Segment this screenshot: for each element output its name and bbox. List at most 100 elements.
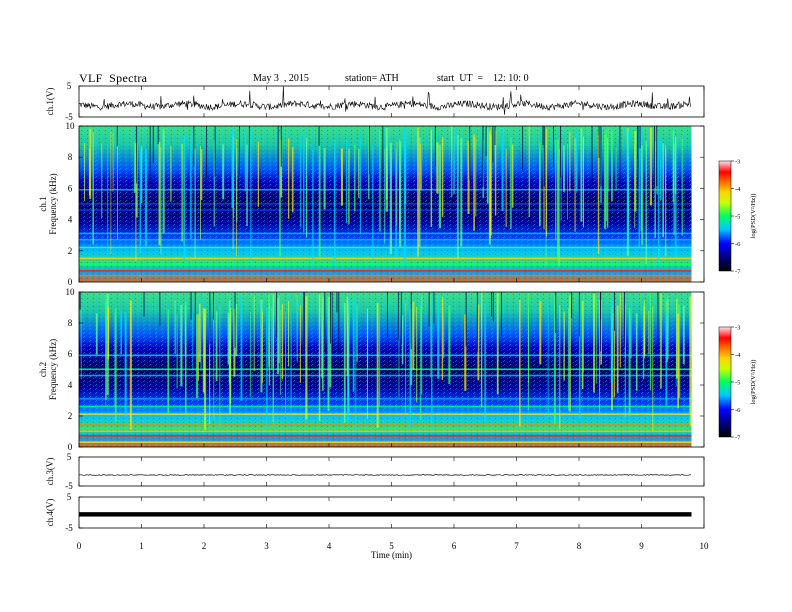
spectrogram-spike-ch1-spectrogram-129	[675, 136, 677, 195]
colorbar-label-ch1-spectrogram: log(PSD(V²/Hz))	[750, 194, 757, 239]
spectrogram-spike-ch1-spectrogram-103	[288, 138, 290, 219]
spectrogram-spike-ch1-spectrogram-29	[563, 145, 565, 192]
spectrogram-spike-ch2-spectrogram-54	[167, 309, 170, 414]
spectrogram-spike-ch1-spectrogram-23	[638, 133, 640, 248]
spectrogram-spike-ch2-spectrogram-108	[559, 305, 561, 430]
xtick-9: 9	[639, 541, 644, 551]
spectrogram-spike-ch1-spectrogram-34	[318, 144, 321, 257]
spectrogram-streak-ch1-spectrogram-5	[637, 126, 638, 160]
colorbar-tick-ch2-spectrogram-0: -3	[735, 325, 740, 332]
spectrogram-spike-ch2-spectrogram-61	[356, 305, 358, 362]
spectrogram-spike-ch2-spectrogram-84	[185, 301, 187, 415]
spectrogram-spike-ch1-spectrogram-17	[200, 145, 201, 240]
spectrogram-spike-ch1-spectrogram-56	[385, 127, 388, 212]
spectrogram-spike-ch1-spectrogram-74	[190, 134, 192, 240]
spectrogram-streak-ch2-spectrogram-33	[555, 292, 557, 333]
spectrogram-spike-ch1-spectrogram-19	[395, 149, 397, 258]
colorbar-tick-ch1-spectrogram-2: -5	[735, 214, 740, 221]
spectrogram-spike-ch1-spectrogram-58	[280, 139, 283, 198]
spectrogram-spike-ch2-spectrogram-52	[600, 299, 602, 365]
spectrogram-spike-ch1-spectrogram-98	[107, 144, 109, 257]
spectrogram-spike-ch1-spectrogram-106	[139, 148, 141, 254]
spectrogram-streak-ch2-spectrogram-29	[234, 292, 236, 349]
spectrogram-spike-ch2-spectrogram-40	[129, 300, 132, 430]
spectrogram-spike-ch2-spectrogram-78	[464, 314, 467, 391]
spectrogram-spike-ch2-spectrogram-66	[280, 309, 282, 395]
xtick-0: 0	[77, 541, 82, 551]
colorbar-tick-ch1-spectrogram-1: -4	[735, 186, 741, 193]
spectrogram-streak-ch1-spectrogram-23	[654, 126, 655, 189]
spectrogram-spike-ch2-spectrogram-57	[568, 308, 569, 411]
spectrogram-spike-ch2-spectrogram-75	[204, 308, 207, 430]
spectrogram-spike-ch2-spectrogram-114	[481, 292, 483, 408]
spectrogram-spike-ch2-spectrogram-28	[240, 295, 243, 401]
spectrogram-band-ch2-spectrogram-1	[79, 368, 692, 371]
spectrogram-streak-ch2-spectrogram-32	[331, 292, 333, 352]
spectrogram-spike-ch2-spectrogram-72	[120, 310, 122, 355]
spectrogram-spike-ch2-spectrogram-115	[405, 302, 407, 415]
spectrogram-spike-ch1-spectrogram-90	[628, 132, 629, 251]
ylabel-ch2-spectrogram-1: Frequency (kHz)	[48, 339, 58, 400]
panel-frame-ch1-waveform	[78, 85, 705, 118]
xtick-4: 4	[327, 541, 332, 551]
spectrogram-spike-ch1-spectrogram-33	[436, 142, 439, 194]
spectrogram-spike-ch2-spectrogram-109	[676, 298, 678, 379]
spectrogram-streak-ch1-spectrogram-34	[116, 126, 118, 147]
spectrogram-spike-ch1-spectrogram-96	[170, 146, 172, 202]
spectrogram-spike-ch1-spectrogram-20	[501, 127, 504, 212]
ytick-ch3-waveform-0: 5	[67, 452, 72, 462]
spectrogram-spike-ch2-spectrogram-106	[409, 304, 411, 428]
date-label: May 3 , 2015	[253, 73, 309, 84]
ytick-ch1-spectrogram-1: 2	[68, 246, 73, 256]
spectrogram-spike-ch1-spectrogram-15	[511, 144, 514, 208]
spectrogram-spike-ch2-spectrogram-81	[416, 306, 418, 403]
spectrogram-streak-ch1-spectrogram-28	[368, 126, 370, 175]
spectrogram-streak-ch1-spectrogram-24	[482, 126, 484, 188]
spectrogram-spike-ch1-spectrogram-138	[543, 148, 545, 230]
spectrogram-streak-ch2-spectrogram-27	[657, 292, 659, 348]
ytick-ch1-spectrogram-3: 6	[68, 183, 73, 193]
spectrogram-streak-ch1-spectrogram-17	[542, 126, 544, 146]
spectrogram-spike-ch1-spectrogram-133	[246, 144, 248, 227]
spectrogram-spike-ch1-spectrogram-60	[417, 127, 419, 257]
spectrogram-streak-ch1-spectrogram-12	[639, 126, 641, 149]
spectrogram-spike-ch2-spectrogram-137	[288, 300, 290, 367]
spectrogram-spike-ch2-spectrogram-139	[321, 309, 323, 378]
spectrogram-spike-ch1-spectrogram-28	[213, 141, 215, 227]
spectrogram-spike-ch1-spectrogram-130	[158, 142, 161, 246]
ytick-ch2-spectrogram-3: 6	[68, 349, 73, 359]
panel-frame-ch3-waveform	[78, 456, 705, 487]
spectrogram-spike-ch2-spectrogram-65	[595, 297, 597, 384]
ytick-ch2-spectrogram-4: 8	[68, 318, 73, 328]
spectrogram-spike-ch2-spectrogram-7	[192, 314, 194, 371]
spectrogram-spike-ch1-spectrogram-126	[557, 139, 559, 261]
spectrogram-ch1-spectrogram	[79, 126, 704, 282]
spectrogram-spike-ch2-spectrogram-125	[105, 294, 107, 407]
spectrogram-streak-ch1-spectrogram-18	[214, 126, 216, 177]
spectrogram-streak-ch1-spectrogram-26	[152, 126, 154, 164]
spectrogram-spike-ch2-spectrogram-35	[448, 305, 451, 385]
spectrogram-spike-ch2-spectrogram-131	[266, 307, 268, 429]
spectrogram-spike-ch2-spectrogram-55	[496, 293, 499, 395]
spectrogram-spike-ch1-spectrogram-32	[368, 126, 370, 200]
spectrogram-spike-ch1-spectrogram-131	[399, 138, 401, 243]
spectrogram-spike-ch2-spectrogram-20	[443, 294, 445, 359]
spectrogram-spike-ch2-spectrogram-18	[569, 295, 571, 412]
spectrogram-spike-ch1-spectrogram-118	[580, 128, 583, 222]
spectrogram-spike-ch2-spectrogram-99	[322, 296, 324, 391]
spectrogram-spike-ch1-spectrogram-68	[354, 144, 356, 212]
spectrogram-empty-ch1-spectrogram	[691, 126, 704, 282]
colorbar-ch1-spectrogram	[718, 160, 732, 272]
spectrogram-streak-ch2-spectrogram-28	[578, 292, 580, 337]
spectrogram-spike-ch2-spectrogram-97	[412, 301, 415, 371]
spectrogram-spike-ch1-spectrogram-113	[135, 143, 137, 262]
ytick-ch2-spectrogram-1: 2	[68, 411, 73, 421]
spectrogram-spike-ch1-spectrogram-128	[110, 130, 112, 255]
spectrogram-spike-ch1-spectrogram-116	[144, 148, 148, 247]
spectrogram-spike-ch1-spectrogram-45	[645, 141, 647, 264]
ytick-ch1-spectrogram-4: 8	[68, 152, 73, 162]
colorbar-tick-ch1-spectrogram-3: -6	[735, 241, 741, 248]
spectrogram-spike-ch2-spectrogram-111	[616, 305, 619, 393]
xtick-1: 1	[139, 541, 144, 551]
ytick-ch1-spectrogram-2: 4	[68, 215, 73, 225]
